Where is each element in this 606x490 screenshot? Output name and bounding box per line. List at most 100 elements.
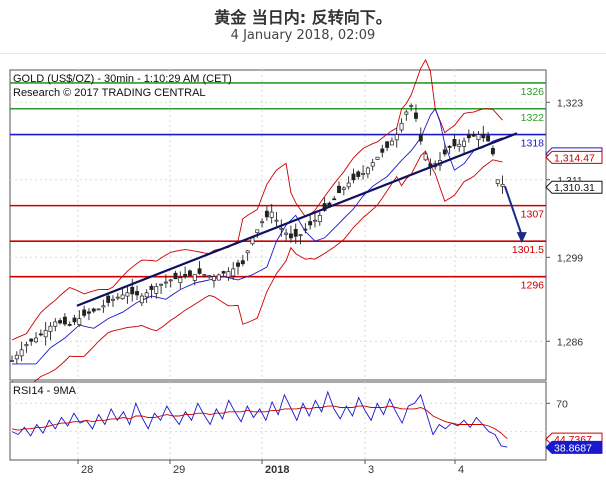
candle-body-50 (250, 237, 255, 245)
rsi-marker-box-1 (545, 440, 603, 454)
candle-body-72 (356, 171, 361, 177)
level-label-4: 1301.5 (512, 244, 544, 256)
level-label-2: 1318 (521, 138, 545, 150)
candle-body-74 (365, 167, 370, 175)
candle-body-76 (375, 156, 380, 160)
candle-body-38 (192, 274, 197, 281)
header-divider (0, 53, 606, 54)
rsi-y-axis: 70 (546, 398, 568, 410)
candle-body-80 (394, 134, 399, 141)
candle-body-32 (163, 281, 168, 284)
candle-body-25 (130, 286, 135, 295)
candle-body-12 (67, 324, 72, 326)
level-lines: 1326 1322 1318 1307 1301.5 1296 (10, 82, 546, 292)
candle-body-59 (293, 228, 298, 237)
candle-body-71 (351, 173, 356, 181)
candle-body-75 (370, 162, 375, 167)
page-title: 黄金 当日内: 反转向下。 (214, 8, 392, 27)
candle-body-6 (38, 333, 43, 336)
candle-body-46 (231, 268, 236, 277)
time-tick-label-4: 4 (458, 464, 464, 476)
candle-body-60 (298, 234, 303, 237)
candle-body-51 (255, 229, 260, 233)
candle-body-54 (269, 211, 274, 218)
price-tick-label-1299: 1,299 (557, 252, 583, 264)
candle-body-22 (115, 296, 120, 299)
bollinger-upper-line (11, 58, 503, 341)
candle-body-96 (471, 134, 476, 137)
price-chart-title: GOLD (US$/OZ) - 30min - 1:10:29 AM (CET) (13, 73, 232, 85)
candle-body-100 (490, 148, 495, 155)
candle-body-41 (207, 275, 212, 277)
candle-body-63 (313, 219, 317, 222)
candle-body-102 (500, 183, 505, 187)
candle-body-79 (389, 140, 394, 146)
candle-body-78 (385, 141, 390, 148)
trendline-group (76, 132, 527, 307)
candle-body-49 (245, 250, 250, 254)
candle-body-26 (135, 291, 139, 296)
candle-body-7 (43, 330, 48, 338)
price-chart-copyright: Research © 2017 TRADING CENTRAL (13, 87, 206, 99)
time-tick-label-0: 28 (81, 464, 93, 476)
candle-body-5 (34, 337, 38, 343)
level-label-3: 1307 (521, 209, 545, 221)
time-axis: 28 29 2018 3 4 (77, 460, 464, 476)
candle-body-97 (476, 134, 481, 141)
candle-body-52 (260, 221, 265, 224)
candle-body-64 (317, 214, 322, 223)
candle-body-37 (187, 270, 192, 276)
candlesticks (10, 103, 505, 364)
candle-body-20 (106, 295, 111, 303)
candle-body-19 (101, 305, 106, 308)
candle-body-31 (159, 283, 164, 286)
candle-body-57 (284, 232, 289, 235)
candle-body-0 (10, 360, 14, 362)
candle-body-4 (29, 338, 34, 342)
candle-body-15 (82, 309, 87, 316)
price-tick-label-1286: 1,286 (557, 336, 583, 348)
level-label-0: 1326 (521, 86, 545, 98)
level-label-5: 1296 (521, 280, 545, 292)
candle-body-95 (466, 134, 471, 139)
candle-body-77 (380, 148, 385, 153)
candle-body-8 (48, 325, 53, 332)
projection-arrow-shaft (503, 185, 523, 236)
candle-body-53 (264, 210, 269, 218)
candle-body-21 (111, 298, 115, 301)
candle-body-84 (414, 112, 418, 119)
candle-body-34 (173, 272, 178, 280)
price-tick-label-1323: 1,323 (557, 97, 583, 109)
candle-body-92 (452, 138, 457, 147)
bollinger-lower-line (11, 150, 503, 389)
candle-body-10 (58, 320, 63, 324)
time-tick-label-3: 3 (368, 464, 374, 476)
candle-body-3 (24, 344, 29, 347)
candle-body-44 (221, 271, 226, 274)
rsi-chart-title: RSI14 - 9MA (13, 385, 77, 397)
candle-body-48 (240, 260, 245, 265)
candle-body-94 (462, 140, 467, 147)
candle-body-18 (96, 308, 101, 311)
rsi-tick-label-70: 70 (556, 398, 568, 410)
price-marker-box-2 (545, 180, 603, 194)
trendline (76, 132, 518, 307)
price-marker-label-2: 1,310.31 (554, 182, 595, 194)
candle-body-81 (399, 122, 404, 131)
candle-body-56 (279, 227, 284, 230)
time-tick-label-2: 2018 (265, 464, 289, 476)
page-subtitle: 4 January 2018, 02:09 (230, 28, 376, 43)
candle-body-39 (197, 268, 202, 274)
candle-body-45 (226, 271, 231, 278)
candle-body-29 (149, 285, 154, 290)
candle-body-83 (409, 105, 414, 107)
candle-body-85 (418, 134, 423, 142)
candle-body-14 (77, 318, 82, 325)
price-grid (10, 70, 546, 380)
rsi-ma-line (11, 405, 508, 440)
time-tick-label-1: 29 (173, 464, 185, 476)
candle-body-82 (404, 111, 409, 115)
